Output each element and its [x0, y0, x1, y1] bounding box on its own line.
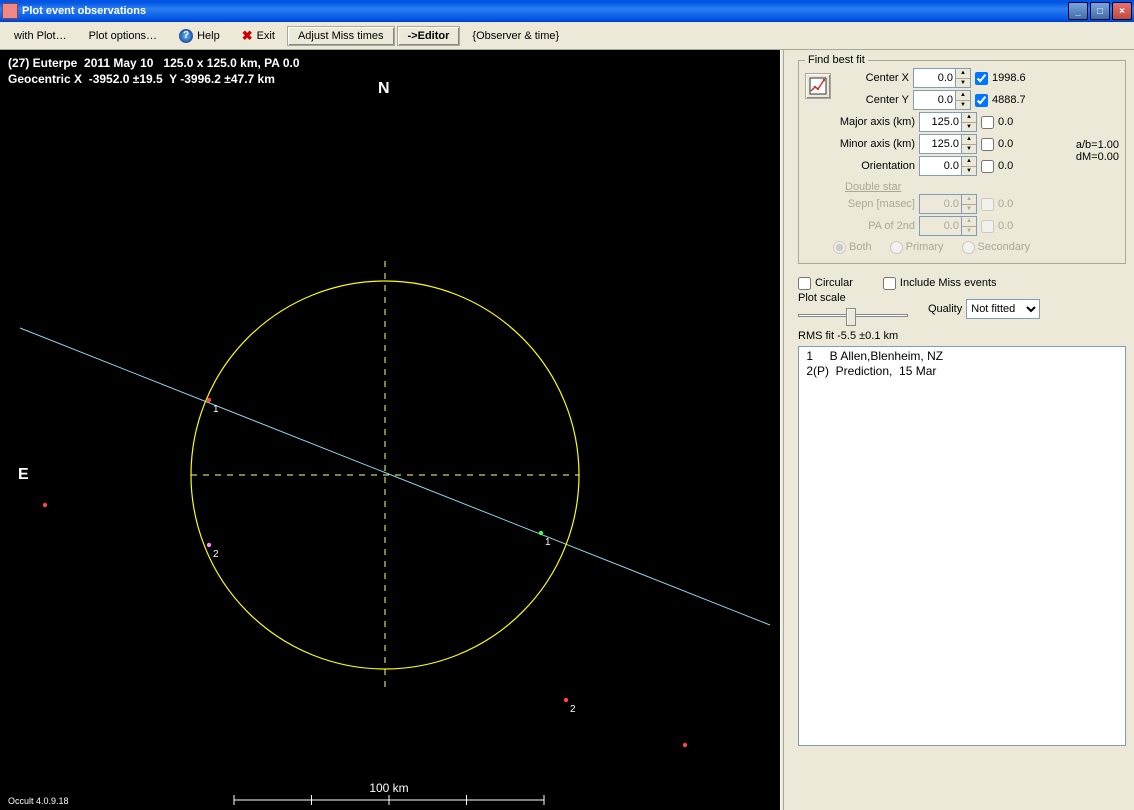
double-star-label: Double star — [845, 181, 1119, 193]
svg-text:1: 1 — [213, 404, 219, 415]
plot-options-menu[interactable]: Plot options… — [79, 27, 167, 45]
adjust-miss-button[interactable]: Adjust Miss times — [287, 26, 395, 46]
window-title: Plot event observations — [22, 5, 146, 17]
help-button[interactable]: ?Help — [169, 26, 230, 46]
sepn-checkbox: 0.0 — [981, 198, 1013, 211]
svg-text:2: 2 — [570, 704, 576, 715]
major-axis-input[interactable]: ▲▼ — [919, 112, 977, 132]
spin-up-icon[interactable]: ▲ — [956, 69, 970, 79]
group-legend: Find best fit — [805, 54, 868, 66]
app-icon — [2, 3, 18, 19]
orientation-checkbox[interactable]: 0.0 — [981, 160, 1013, 173]
major-axis-checkbox[interactable]: 0.0 — [981, 116, 1013, 129]
center-x-label: Center X — [837, 72, 909, 84]
rms-label: RMS fit -5.5 ±0.1 km — [798, 330, 1126, 342]
center-x-checkbox[interactable]: 1998.6 — [975, 72, 1026, 85]
exit-button[interactable]: ✖Exit — [232, 25, 285, 47]
include-miss-checkbox[interactable]: Include Miss events — [883, 277, 997, 290]
maximize-button[interactable]: □ — [1090, 2, 1110, 20]
with-plot-menu[interactable]: with Plot… — [4, 27, 77, 45]
quality-select[interactable]: Not fitted — [966, 299, 1040, 319]
svg-text:100 km: 100 km — [369, 781, 408, 795]
observer-time-menu[interactable]: {Observer & time} — [462, 27, 569, 45]
sepn-label: Sepn [masec] — [805, 198, 915, 210]
pa2-input: ▲▼ — [919, 216, 977, 236]
major-axis-label: Major axis (km) — [805, 116, 915, 128]
center-y-label: Center Y — [837, 94, 909, 106]
editor-button[interactable]: ->Editor — [397, 26, 461, 46]
pa2-checkbox: 0.0 — [981, 220, 1013, 233]
minor-axis-input[interactable]: ▲▼ — [919, 134, 977, 154]
orientation-label: Orientation — [805, 160, 915, 172]
close-button[interactable]: × — [1112, 2, 1132, 20]
minor-axis-label: Minor axis (km) — [805, 138, 915, 150]
center-x-input[interactable]: ▲▼ — [913, 68, 971, 88]
radio-secondary: Secondary — [962, 241, 1031, 254]
radio-both: Both — [833, 241, 872, 254]
ratio-text: a/b=1.00 dM=0.00 — [1076, 139, 1119, 163]
orientation-input[interactable]: ▲▼ — [919, 156, 977, 176]
plot-svg: 100 km 1 1 2 2 — [0, 50, 780, 810]
titlebar: Plot event observations _ □ × — [0, 0, 1134, 22]
chart-icon — [809, 77, 827, 95]
center-y-input[interactable]: ▲▼ — [913, 90, 971, 110]
plot-canvas[interactable]: (27) Euterpe 2011 May 10 125.0 x 125.0 k… — [0, 50, 780, 810]
side-panel: Find best fit Center X ▲▼ 1998.6 Center … — [784, 50, 1134, 810]
circular-checkbox[interactable]: Circular — [798, 277, 853, 290]
minor-axis-checkbox[interactable]: 0.0 — [981, 138, 1013, 151]
center-y-checkbox[interactable]: 4888.7 — [975, 94, 1026, 107]
find-best-fit-group: Find best fit Center X ▲▼ 1998.6 Center … — [798, 60, 1126, 264]
plot-scale-slider[interactable] — [798, 304, 908, 326]
fit-run-button[interactable] — [805, 73, 831, 99]
spin-down-icon[interactable]: ▼ — [956, 79, 970, 88]
sepn-input: ▲▼ — [919, 194, 977, 214]
observations-list[interactable]: 1 B Allen,Blenheim, NZ 2(P) Prediction, … — [798, 346, 1126, 746]
toolbar: with Plot… Plot options… ?Help ✖Exit Adj… — [0, 22, 1134, 50]
plot-scale-label: Plot scale — [798, 292, 908, 304]
star-radio-group: Both Primary Secondary — [805, 237, 1119, 257]
svg-text:2: 2 — [213, 549, 219, 560]
minimize-button[interactable]: _ — [1068, 2, 1088, 20]
quality-label: Quality — [928, 303, 962, 315]
radio-primary: Primary — [890, 241, 944, 254]
pa2-label: PA of 2nd — [805, 220, 915, 232]
help-icon: ? — [179, 29, 193, 43]
svg-text:1: 1 — [545, 537, 551, 548]
exit-icon: ✖ — [242, 28, 253, 44]
